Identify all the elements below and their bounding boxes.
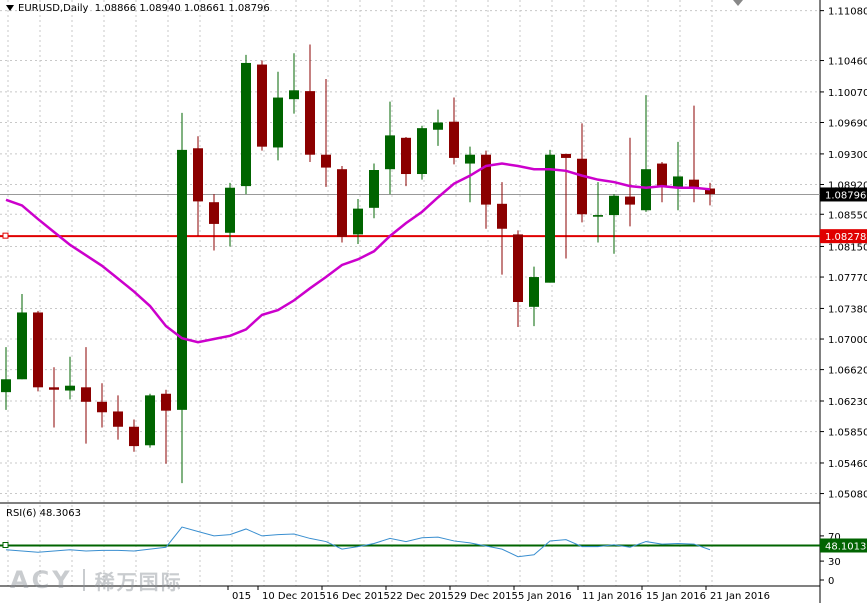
horizontal-line-label: 1.08278	[825, 232, 866, 243]
y-tick-label: 1.08150	[828, 242, 867, 253]
candle-body	[241, 62, 251, 187]
rsi-value-text: 48.1013	[825, 542, 866, 553]
candle-body	[529, 277, 539, 307]
rsi-level-handle	[2, 542, 9, 548]
x-tick-label: 22 Dec 2015	[390, 591, 454, 602]
x-tick-label: 5 Jan 2016	[518, 591, 572, 602]
rsi-label: RSI(6) 48.3063	[6, 508, 81, 519]
candle-body	[593, 215, 603, 217]
candle-body	[65, 385, 75, 391]
candle-body	[49, 387, 59, 390]
y-tick-label: 1.10460	[828, 57, 867, 68]
symbol-label: EURUSD,Daily	[18, 3, 89, 14]
candle-body	[113, 411, 123, 427]
rsi-level-label: 30	[828, 557, 841, 568]
candle-body	[417, 128, 427, 175]
candle-body	[385, 135, 395, 170]
candle-body	[705, 188, 715, 195]
candle-body	[641, 169, 651, 211]
candle-body	[209, 202, 219, 224]
x-tick-label: 21 Jan 2016	[710, 591, 770, 602]
y-tick-label: 1.05460	[828, 459, 867, 470]
candle-body	[513, 234, 523, 302]
watermark-en: ACY	[10, 566, 73, 594]
y-tick-label: 1.09300	[828, 150, 867, 161]
y-tick-label: 1.05080	[828, 490, 867, 501]
current-price-badge	[820, 187, 867, 202]
x-tick-label: 29 Dec 2015	[454, 591, 518, 602]
candle-body	[289, 90, 299, 100]
x-tick-label: 15 Jan 2016	[646, 591, 706, 602]
y-tick-label: 1.10070	[828, 88, 867, 99]
candle-body	[609, 195, 619, 216]
y-tick-label: 1.08920	[828, 180, 867, 191]
current-price-label: 1.08796	[825, 190, 866, 201]
y-tick-label: 1.05850	[828, 428, 867, 439]
horizontal-line-handle	[2, 232, 9, 239]
candle-body	[673, 176, 683, 188]
candle-body	[433, 122, 443, 130]
candle-body	[577, 158, 587, 215]
candle-body	[177, 149, 187, 410]
x-tick-label: 015	[232, 591, 251, 602]
chart-shift-marker-icon[interactable]	[733, 0, 743, 6]
candle-body	[193, 148, 203, 202]
y-tick-label: 1.09690	[828, 119, 867, 130]
y-tick-label: 1.06620	[828, 366, 867, 377]
x-tick-label: 10 Dec 2015	[262, 591, 326, 602]
candle-body	[321, 154, 331, 168]
watermark-divider	[82, 569, 85, 591]
candle-body	[81, 387, 91, 402]
watermark-cn: 稀万国际	[94, 569, 183, 594]
collapse-arrow-icon[interactable]	[6, 5, 14, 11]
rsi-line	[5, 526, 711, 558]
candle-body	[401, 137, 411, 175]
candle-body	[561, 153, 571, 158]
candle-body	[337, 169, 347, 237]
rsi-level-label: 0	[828, 576, 834, 587]
y-tick-label: 1.08550	[828, 210, 867, 221]
x-tick-label: 16 Dec 2015	[326, 591, 390, 602]
y-tick-label: 1.07380	[828, 304, 867, 315]
candle-body	[257, 64, 267, 147]
candle-body	[353, 208, 363, 235]
candle-body	[145, 395, 155, 446]
candle-body	[369, 170, 379, 208]
candle-body	[625, 196, 635, 205]
y-tick-label: 1.07770	[828, 273, 867, 284]
rsi-value-badge	[820, 538, 867, 553]
watermark-logo: ACY 稀万国际	[10, 565, 183, 595]
horizontal-line-badge	[820, 229, 867, 244]
rsi-level-label: 70	[828, 532, 841, 543]
candle-body	[305, 91, 315, 155]
candle-body	[657, 163, 667, 187]
candle-body	[17, 312, 27, 380]
y-tick-label: 1.06230	[828, 397, 867, 408]
candle-body	[225, 187, 235, 233]
candle-body	[33, 312, 43, 388]
candle-body	[465, 154, 475, 164]
y-tick-label: 1.07000	[828, 335, 867, 346]
candle-body	[545, 154, 555, 283]
candle-body	[689, 179, 699, 189]
candle-body	[273, 97, 283, 148]
candle-body	[1, 379, 11, 393]
candle-body	[481, 154, 491, 205]
candle-body	[161, 393, 171, 411]
moving-average-line	[5, 162, 711, 344]
candle-body	[449, 121, 459, 158]
ohlc-values: 1.08866 1.08940 1.08661 1.08796	[94, 3, 270, 14]
candle-body	[497, 203, 507, 229]
x-tick-label: 11 Jan 2016	[582, 591, 642, 602]
chart-header: EURUSD,Daily 1.08866 1.08940 1.08661 1.0…	[6, 3, 270, 14]
y-tick-label: 1.11080	[828, 7, 867, 18]
candle-body	[97, 401, 107, 413]
candle-body	[129, 426, 139, 447]
